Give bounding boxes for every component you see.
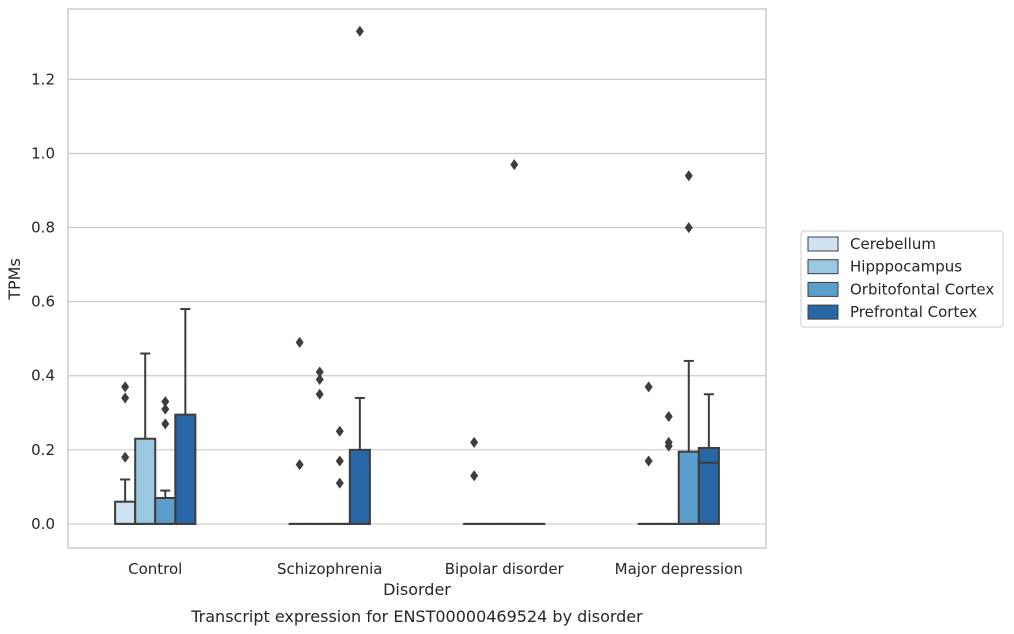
outlier-point <box>121 451 130 463</box>
outlier-point <box>315 366 324 378</box>
legend-swatch <box>807 259 839 275</box>
plot-frame <box>67 8 767 549</box>
legend-label: Cerebellum <box>850 235 936 253</box>
y-tick-label: 0.8 <box>31 219 55 237</box>
outlier-point <box>315 373 324 385</box>
y-tick-label: 0.6 <box>31 293 55 311</box>
legend-swatch <box>807 304 839 320</box>
outlier-point <box>121 381 130 393</box>
x-axis-label: Disorder <box>383 580 451 599</box>
chart-caption: Transcript expression for ENST0000046952… <box>190 607 643 626</box>
box-group <box>463 159 546 525</box>
outlier-point <box>664 436 673 448</box>
legend-label: Prefrontal Cortex <box>850 303 977 321</box>
outlier-point <box>335 477 344 489</box>
outlier-point <box>664 410 673 422</box>
x-tick-label: Control <box>128 560 182 578</box>
outlier-point <box>161 418 170 430</box>
legend-label: Orbitofontal Cortex <box>850 280 994 298</box>
outlier-point <box>335 455 344 467</box>
outlier-point <box>684 170 693 182</box>
legend-frame <box>800 230 1004 328</box>
y-tick-label: 0.4 <box>31 367 55 385</box>
box-groups <box>114 25 720 525</box>
y-tick-label: 1.2 <box>31 70 55 88</box>
box <box>174 413 197 525</box>
box <box>154 496 177 525</box>
legend-swatch <box>807 236 839 252</box>
outlier-point <box>161 403 170 415</box>
x-tick-label: Major depression <box>615 560 743 578</box>
y-tick-labels: 0.0 0.2 0.4 0.6 0.8 1.0 1.2 <box>31 70 55 533</box>
box-group <box>114 308 197 525</box>
legend-label: Hipppocampus <box>850 258 962 276</box>
outlier-point <box>315 388 324 400</box>
box <box>697 446 720 525</box>
outlier-point <box>355 25 364 37</box>
outlier-point <box>335 425 344 437</box>
box <box>348 448 371 525</box>
legend-swatch <box>807 281 839 297</box>
legend: Cerebellum Hipppocampus Orbitofontal Corte… <box>800 230 1004 328</box>
outlier-point <box>470 436 479 448</box>
outlier-point <box>684 222 693 234</box>
y-tick-label: 0.0 <box>31 515 55 533</box>
y-axis-label: TPMs <box>5 258 24 301</box>
box <box>677 450 700 525</box>
x-tick-label: Bipolar disorder <box>445 560 565 578</box>
outlier-point <box>121 392 130 404</box>
x-tick-labels: Control Schizophrenia Bipolar disorder Majo… <box>128 560 743 578</box>
outlier-point <box>470 470 479 482</box>
box-group <box>288 25 371 525</box>
outlier-point <box>644 381 653 393</box>
y-tick-label: 0.2 <box>31 441 55 459</box>
x-tick-label: Schizophrenia <box>277 560 382 578</box>
box-group <box>637 170 720 525</box>
plot-background <box>68 9 766 548</box>
outlier-point <box>295 336 304 348</box>
y-tick-label: 1.0 <box>31 144 55 162</box>
outlier-point <box>644 455 653 467</box>
box <box>114 500 137 525</box>
outlier-point <box>510 159 519 171</box>
outlier-point <box>295 459 304 471</box>
outlier-point <box>161 396 170 408</box>
box <box>134 437 157 525</box>
